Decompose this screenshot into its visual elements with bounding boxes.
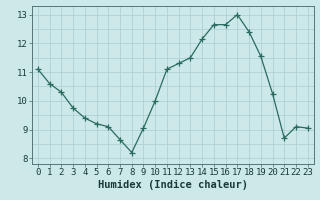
X-axis label: Humidex (Indice chaleur): Humidex (Indice chaleur) <box>98 180 248 190</box>
